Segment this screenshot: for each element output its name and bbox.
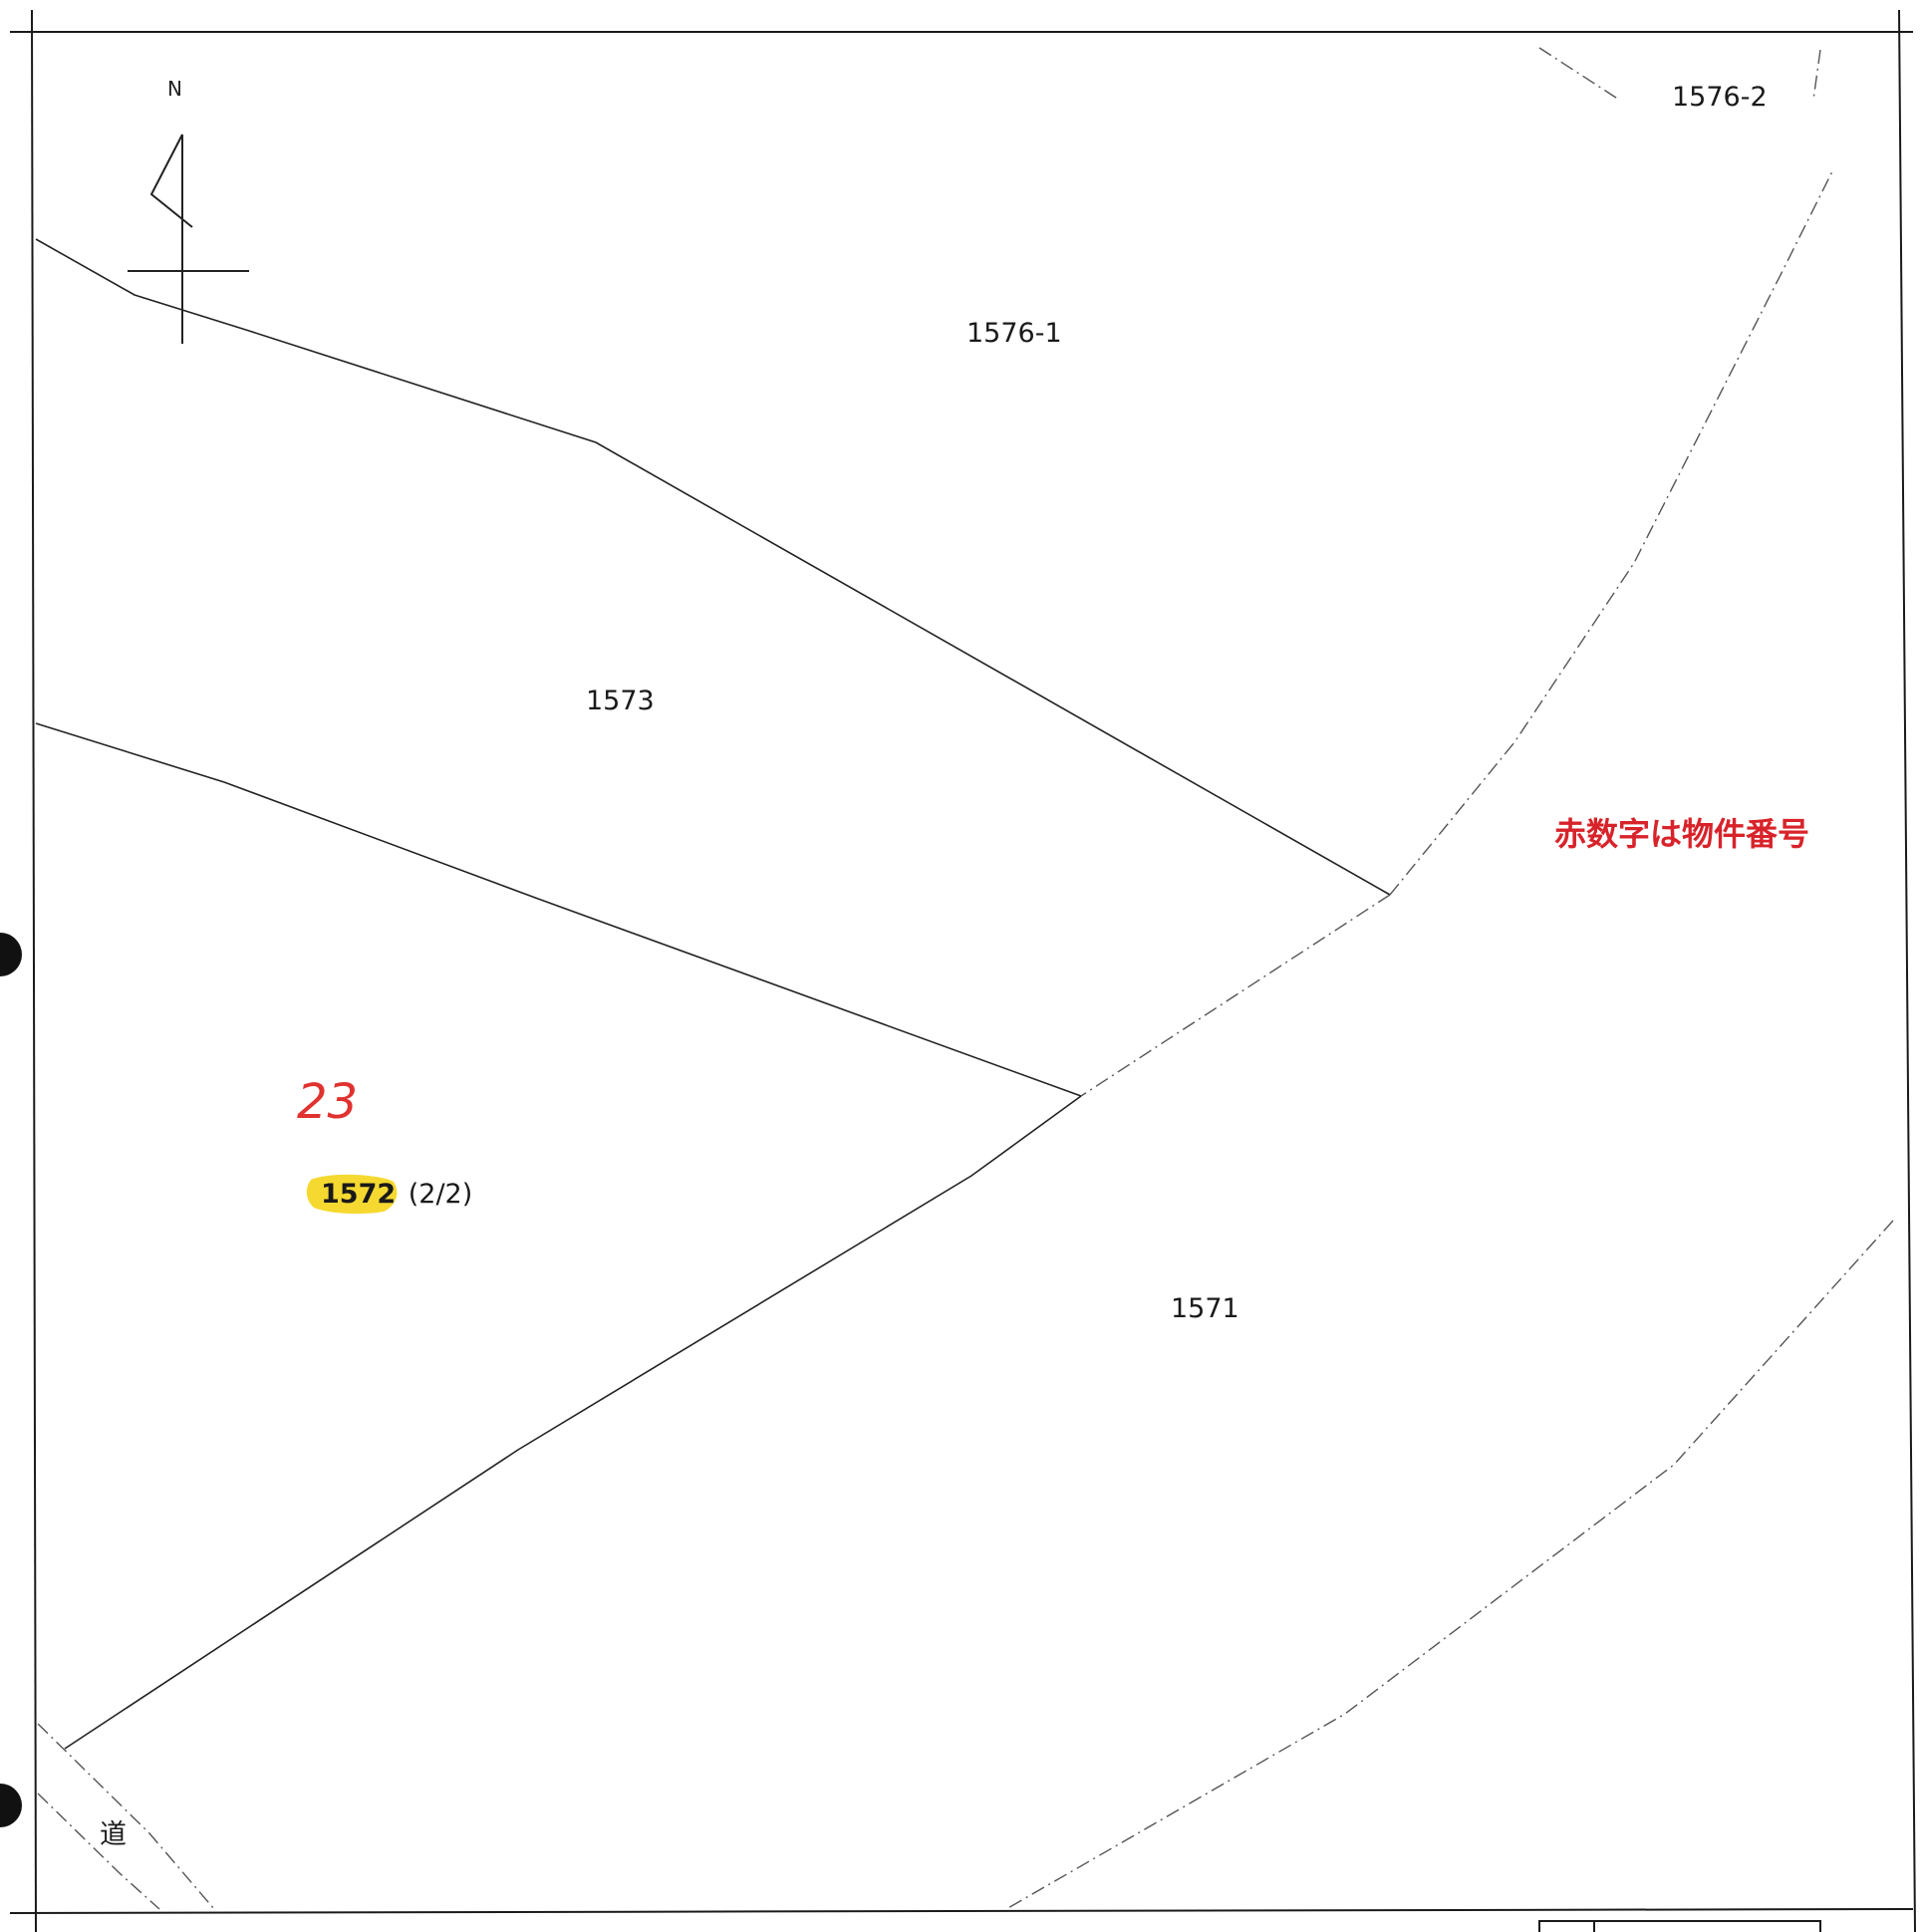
- parcel-label-1576-2: 1576-2: [1672, 82, 1768, 113]
- svg-text:1572 (2/2): 1572 (2/2): [321, 1179, 472, 1210]
- north-arrow-icon: [128, 134, 249, 344]
- parcel-label-1573: 1573: [586, 686, 655, 716]
- highlighter-mark: [306, 1174, 398, 1215]
- parcel-label-1572: 1572: [321, 1179, 396, 1210]
- dashed-boundaries: [37, 47, 1894, 1910]
- binder-hole-mark: [0, 933, 22, 976]
- binder-hole-mark: [0, 1784, 22, 1827]
- road-label: 道: [100, 1819, 127, 1850]
- parcel-label-1571: 1571: [1171, 1293, 1239, 1324]
- map-frame: [9, 9, 1916, 1932]
- property-number: 23: [297, 1074, 358, 1130]
- legend-note: 赤数字は物件番号: [1554, 815, 1809, 853]
- parcel-boundaries: [35, 238, 1391, 1750]
- parcel-label-1576-1: 1576-1: [966, 318, 1062, 349]
- parcel-share-label: (2/2): [409, 1179, 473, 1210]
- highlighted-parcel-1572: 1572 (2/2): [306, 1174, 472, 1215]
- north-label: N: [167, 77, 182, 101]
